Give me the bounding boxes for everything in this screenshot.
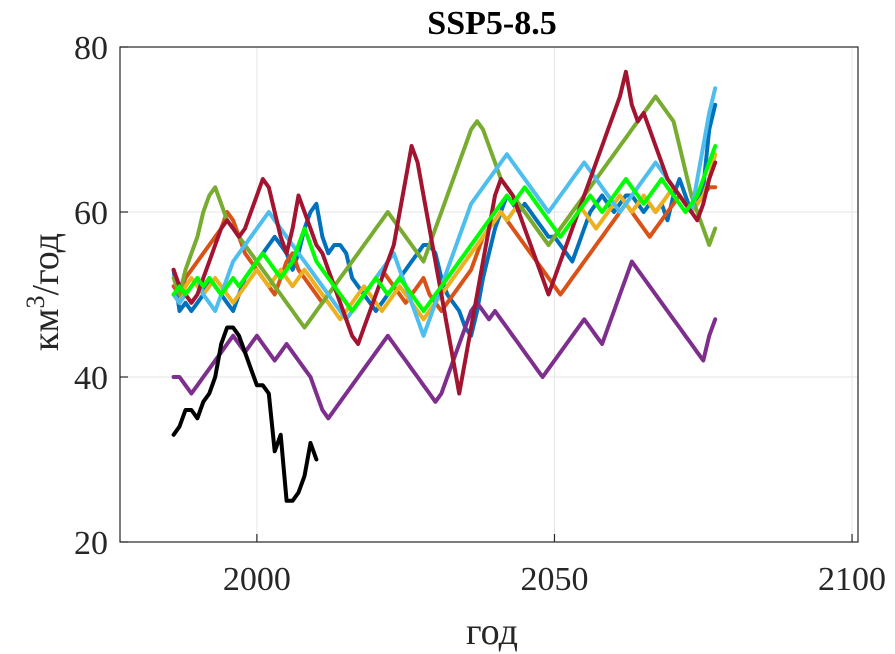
series-line-8 — [171, 144, 718, 313]
series-line-3 — [171, 152, 718, 322]
y-tick-label: 40 — [74, 360, 108, 397]
chart-title: SSP5-8.5 — [427, 5, 556, 42]
plot-frame — [119, 46, 859, 543]
x-tick-label: 2000 — [223, 561, 291, 598]
series-line-7 — [171, 69, 718, 396]
tick-group: 2000 2050 2100 20 40 60 80 — [74, 30, 886, 598]
x-axis-title: год — [466, 611, 518, 653]
y-axis-title-sup: 3 — [21, 295, 50, 308]
y-tick-label: 60 — [74, 195, 108, 232]
series-line-6 — [171, 86, 718, 338]
x-tick-label: 2100 — [818, 561, 886, 598]
y-axis-title-base: км — [25, 308, 67, 351]
x-tick-label: 2050 — [520, 561, 588, 598]
axes — [119, 46, 859, 543]
series-group — [171, 69, 718, 503]
series-line-9 — [171, 325, 319, 503]
y-axis-title-rest: /год — [25, 233, 67, 295]
series-line-4 — [171, 259, 718, 421]
series-line-5 — [171, 94, 718, 330]
y-tick-label: 80 — [74, 30, 108, 67]
y-tick-label: 20 — [74, 525, 108, 562]
y-axis-title: км3/год — [21, 233, 67, 351]
grid — [120, 46, 858, 543]
